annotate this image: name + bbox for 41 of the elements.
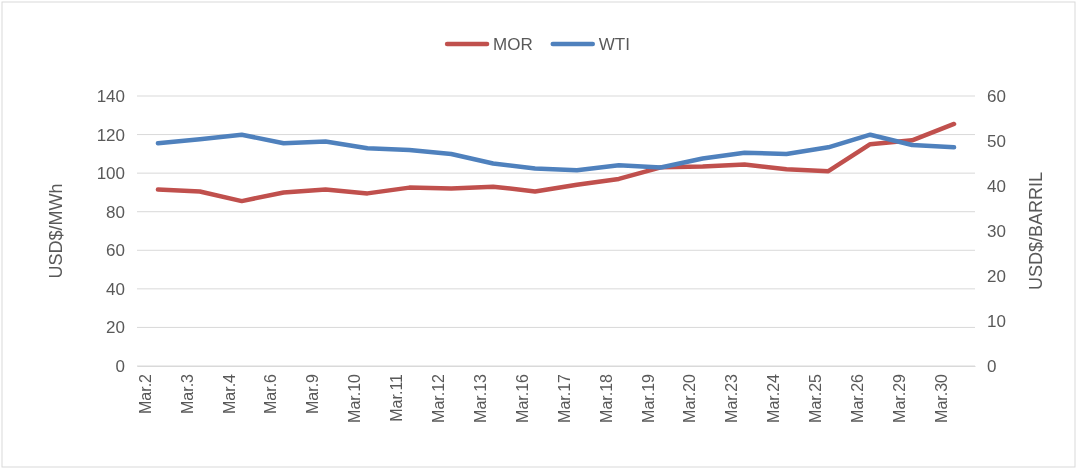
- y-tick-label: 120: [96, 125, 125, 145]
- legend-label: WTI: [598, 35, 630, 54]
- x-tick-label: Mar.16: [513, 373, 531, 423]
- legend-label: MOR: [493, 35, 533, 54]
- y2-tick-label: 30: [987, 221, 1006, 241]
- x-tick-label: Mar.19: [639, 373, 657, 423]
- x-tick-label: Mar.6: [262, 373, 280, 415]
- x-tick-label: Mar.25: [807, 373, 825, 423]
- x-tick-label: Mar.20: [681, 373, 699, 423]
- y2-tick-label: 50: [987, 131, 1006, 151]
- x-tick-label: Mar.23: [723, 373, 741, 423]
- x-tick-label: Mar.12: [430, 373, 448, 423]
- y-axis-title: USD$/MWh: [46, 183, 66, 279]
- y2-tick-label: 20: [987, 266, 1006, 286]
- y-tick-label: 60: [106, 241, 125, 261]
- y2-tick-label: 0: [987, 356, 997, 376]
- x-tick-label: Mar.11: [388, 373, 406, 422]
- x-tick-label: Mar.10: [346, 373, 364, 423]
- y-tick-label: 20: [106, 318, 125, 338]
- x-tick-label: Mar.30: [932, 373, 950, 423]
- y2-axis-title: USD$/BARRIL: [1026, 171, 1046, 291]
- x-tick-label: Mar.26: [849, 373, 867, 423]
- y2-tick-label: 60: [987, 86, 1006, 106]
- line-series: [155, 132, 957, 173]
- y-tick-label: 80: [106, 202, 125, 222]
- x-tick-label: Mar.4: [220, 373, 238, 415]
- y2-tick-label: 10: [987, 311, 1006, 331]
- x-tick-label: Mar.2: [136, 373, 154, 415]
- x-tick-label: Mar.24: [765, 373, 783, 423]
- y-tick-label: 100: [96, 164, 125, 184]
- x-tick-label: Mar.9: [304, 373, 322, 415]
- x-tick-label: Mar.13: [471, 373, 489, 423]
- x-tick-label: Mar.17: [555, 373, 573, 423]
- line-series: [155, 121, 957, 204]
- y-tick-label: 140: [96, 86, 125, 106]
- x-tick-label: Mar.3: [178, 373, 196, 415]
- x-tick-label: Mar.18: [597, 373, 615, 423]
- y-tick-label: 40: [106, 279, 125, 299]
- x-tick-label: Mar.29: [890, 373, 908, 423]
- y2-tick-label: 40: [987, 176, 1006, 196]
- y-tick-label: 0: [115, 356, 125, 376]
